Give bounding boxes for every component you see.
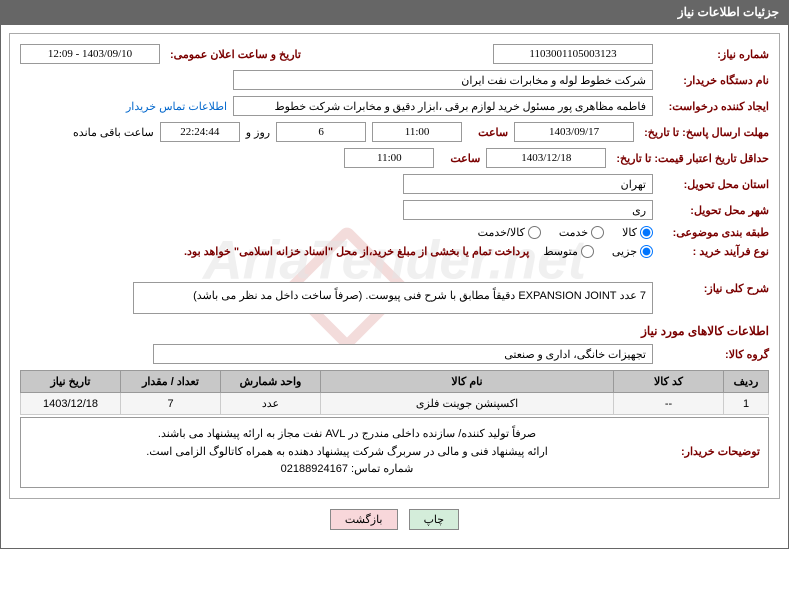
- td-row: 1: [724, 393, 769, 415]
- buyer-notes-box: توضیحات خریدار: صرفاً تولید کننده/ سازند…: [20, 417, 769, 488]
- row-process: نوع فرآیند خرید : جزیی متوسط پرداخت تمام…: [20, 245, 769, 258]
- buyer-org-field[interactable]: [233, 70, 653, 90]
- deadline-date-field[interactable]: [514, 122, 634, 142]
- row-validity: حداقل تاریخ اعتبار قیمت: تا تاریخ: ساعت: [20, 148, 769, 168]
- th-row: ردیف: [724, 371, 769, 393]
- goods-info-title: اطلاعات کالاهای مورد نیاز: [20, 324, 769, 338]
- remaining-label: ساعت باقی مانده: [73, 126, 154, 139]
- group-label: گروه کالا:: [659, 348, 769, 361]
- radio-goods-input[interactable]: [640, 226, 653, 239]
- panel-header: جزئیات اطلاعات نیاز: [0, 0, 789, 24]
- form-container: AriaTender.net شماره نیاز: تاریخ و ساعت …: [9, 33, 780, 499]
- radio-both-input[interactable]: [528, 226, 541, 239]
- deadline-label: مهلت ارسال پاسخ: تا تاریخ:: [640, 126, 769, 139]
- row-category: طبقه بندی موضوعی: کالا خدمت کالا/خدمت: [20, 226, 769, 239]
- validity-time-field[interactable]: [344, 148, 434, 168]
- deadline-time-field[interactable]: [372, 122, 462, 142]
- announce-field[interactable]: [20, 44, 160, 64]
- validity-date-field[interactable]: [486, 148, 606, 168]
- city-label: شهر محل تحویل:: [659, 204, 769, 217]
- row-province: استان محل تحویل:: [20, 174, 769, 194]
- panel-title: جزئیات اطلاعات نیاز: [678, 5, 779, 19]
- th-date: تاریخ نیاز: [21, 371, 121, 393]
- notes-line3: شماره تماس: 02188924167: [29, 461, 665, 479]
- row-deadline: مهلت ارسال پاسخ: تا تاریخ: ساعت روز و سا…: [20, 122, 769, 142]
- table-header-row: ردیف کد کالا نام کالا واحد شمارش تعداد /…: [21, 371, 769, 393]
- time-label-1: ساعت: [468, 126, 508, 139]
- goods-table: ردیف کد کالا نام کالا واحد شمارش تعداد /…: [20, 370, 769, 415]
- radio-medium[interactable]: متوسط: [543, 245, 594, 258]
- radio-goods[interactable]: کالا: [622, 226, 653, 239]
- time-label-2: ساعت: [440, 152, 480, 165]
- validity-label: حداقل تاریخ اعتبار قیمت: تا تاریخ:: [612, 152, 769, 165]
- row-need-no: شماره نیاز: تاریخ و ساعت اعلان عمومی:: [20, 44, 769, 64]
- button-row: چاپ بازگشت: [9, 499, 780, 540]
- notes-label: توضیحات خریدار:: [665, 444, 760, 462]
- th-code: کد کالا: [614, 371, 724, 393]
- table-row: 1 -- اکسپنشن جوینت فلزی عدد 7 1403/12/18: [21, 393, 769, 415]
- radio-small-input[interactable]: [640, 245, 653, 258]
- row-buyer-org: نام دستگاه خریدار:: [20, 70, 769, 90]
- radio-both[interactable]: کالا/خدمت: [478, 226, 541, 239]
- radio-medium-input[interactable]: [581, 245, 594, 258]
- radio-small[interactable]: جزیی: [612, 245, 653, 258]
- province-field[interactable]: [403, 174, 653, 194]
- th-qty: تعداد / مقدار: [121, 371, 221, 393]
- process-radio-group: جزیی متوسط: [543, 245, 653, 258]
- td-date: 1403/12/18: [21, 393, 121, 415]
- notes-line2: ارائه پیشنهاد فنی و مالی در سربرگ شرکت پ…: [29, 444, 665, 462]
- need-no-field[interactable]: [493, 44, 653, 64]
- notes-text: صرفاً تولید کننده/ سازنده داخلی مندرج در…: [29, 426, 665, 479]
- announce-label: تاریخ و ساعت اعلان عمومی:: [166, 48, 301, 61]
- td-code: --: [614, 393, 724, 415]
- row-group: گروه کالا:: [20, 344, 769, 364]
- td-unit: عدد: [221, 393, 321, 415]
- desc-label: شرح کلی نیاز:: [659, 282, 769, 295]
- radio-service-input[interactable]: [591, 226, 604, 239]
- row-city: شهر محل تحویل:: [20, 200, 769, 220]
- notes-line1: صرفاً تولید کننده/ سازنده داخلی مندرج در…: [29, 426, 665, 444]
- contact-link[interactable]: اطلاعات تماس خریدار: [126, 100, 227, 113]
- need-no-label: شماره نیاز:: [659, 48, 769, 61]
- th-name: نام کالا: [321, 371, 614, 393]
- row-description: شرح کلی نیاز: 7 عدد EXPANSION JOINT دقیق…: [20, 282, 769, 314]
- td-name: اکسپنشن جوینت فلزی: [321, 393, 614, 415]
- row-requester: ایجاد کننده درخواست: اطلاعات تماس خریدار: [20, 96, 769, 116]
- buyer-org-label: نام دستگاه خریدار:: [659, 74, 769, 87]
- requester-label: ایجاد کننده درخواست:: [659, 100, 769, 113]
- days-and-label: روز و: [246, 126, 270, 139]
- process-label: نوع فرآیند خرید :: [659, 245, 769, 258]
- category-radio-group: کالا خدمت کالا/خدمت: [478, 226, 653, 239]
- desc-box: 7 عدد EXPANSION JOINT دقیقاً مطابق با شر…: [133, 282, 653, 314]
- province-label: استان محل تحویل:: [659, 178, 769, 191]
- category-label: طبقه بندی موضوعی:: [659, 226, 769, 239]
- td-qty: 7: [121, 393, 221, 415]
- remaining-days-field[interactable]: [276, 122, 366, 142]
- print-button[interactable]: چاپ: [409, 509, 460, 530]
- remaining-time-field[interactable]: [160, 122, 240, 142]
- group-field[interactable]: [153, 344, 653, 364]
- radio-service[interactable]: خدمت: [559, 226, 604, 239]
- requester-field[interactable]: [233, 96, 653, 116]
- back-button[interactable]: بازگشت: [330, 509, 398, 530]
- panel-body: AriaTender.net شماره نیاز: تاریخ و ساعت …: [0, 24, 789, 549]
- process-note: پرداخت تمام یا بخشی از مبلغ خرید،از محل …: [184, 245, 529, 258]
- city-field[interactable]: [403, 200, 653, 220]
- th-unit: واحد شمارش: [221, 371, 321, 393]
